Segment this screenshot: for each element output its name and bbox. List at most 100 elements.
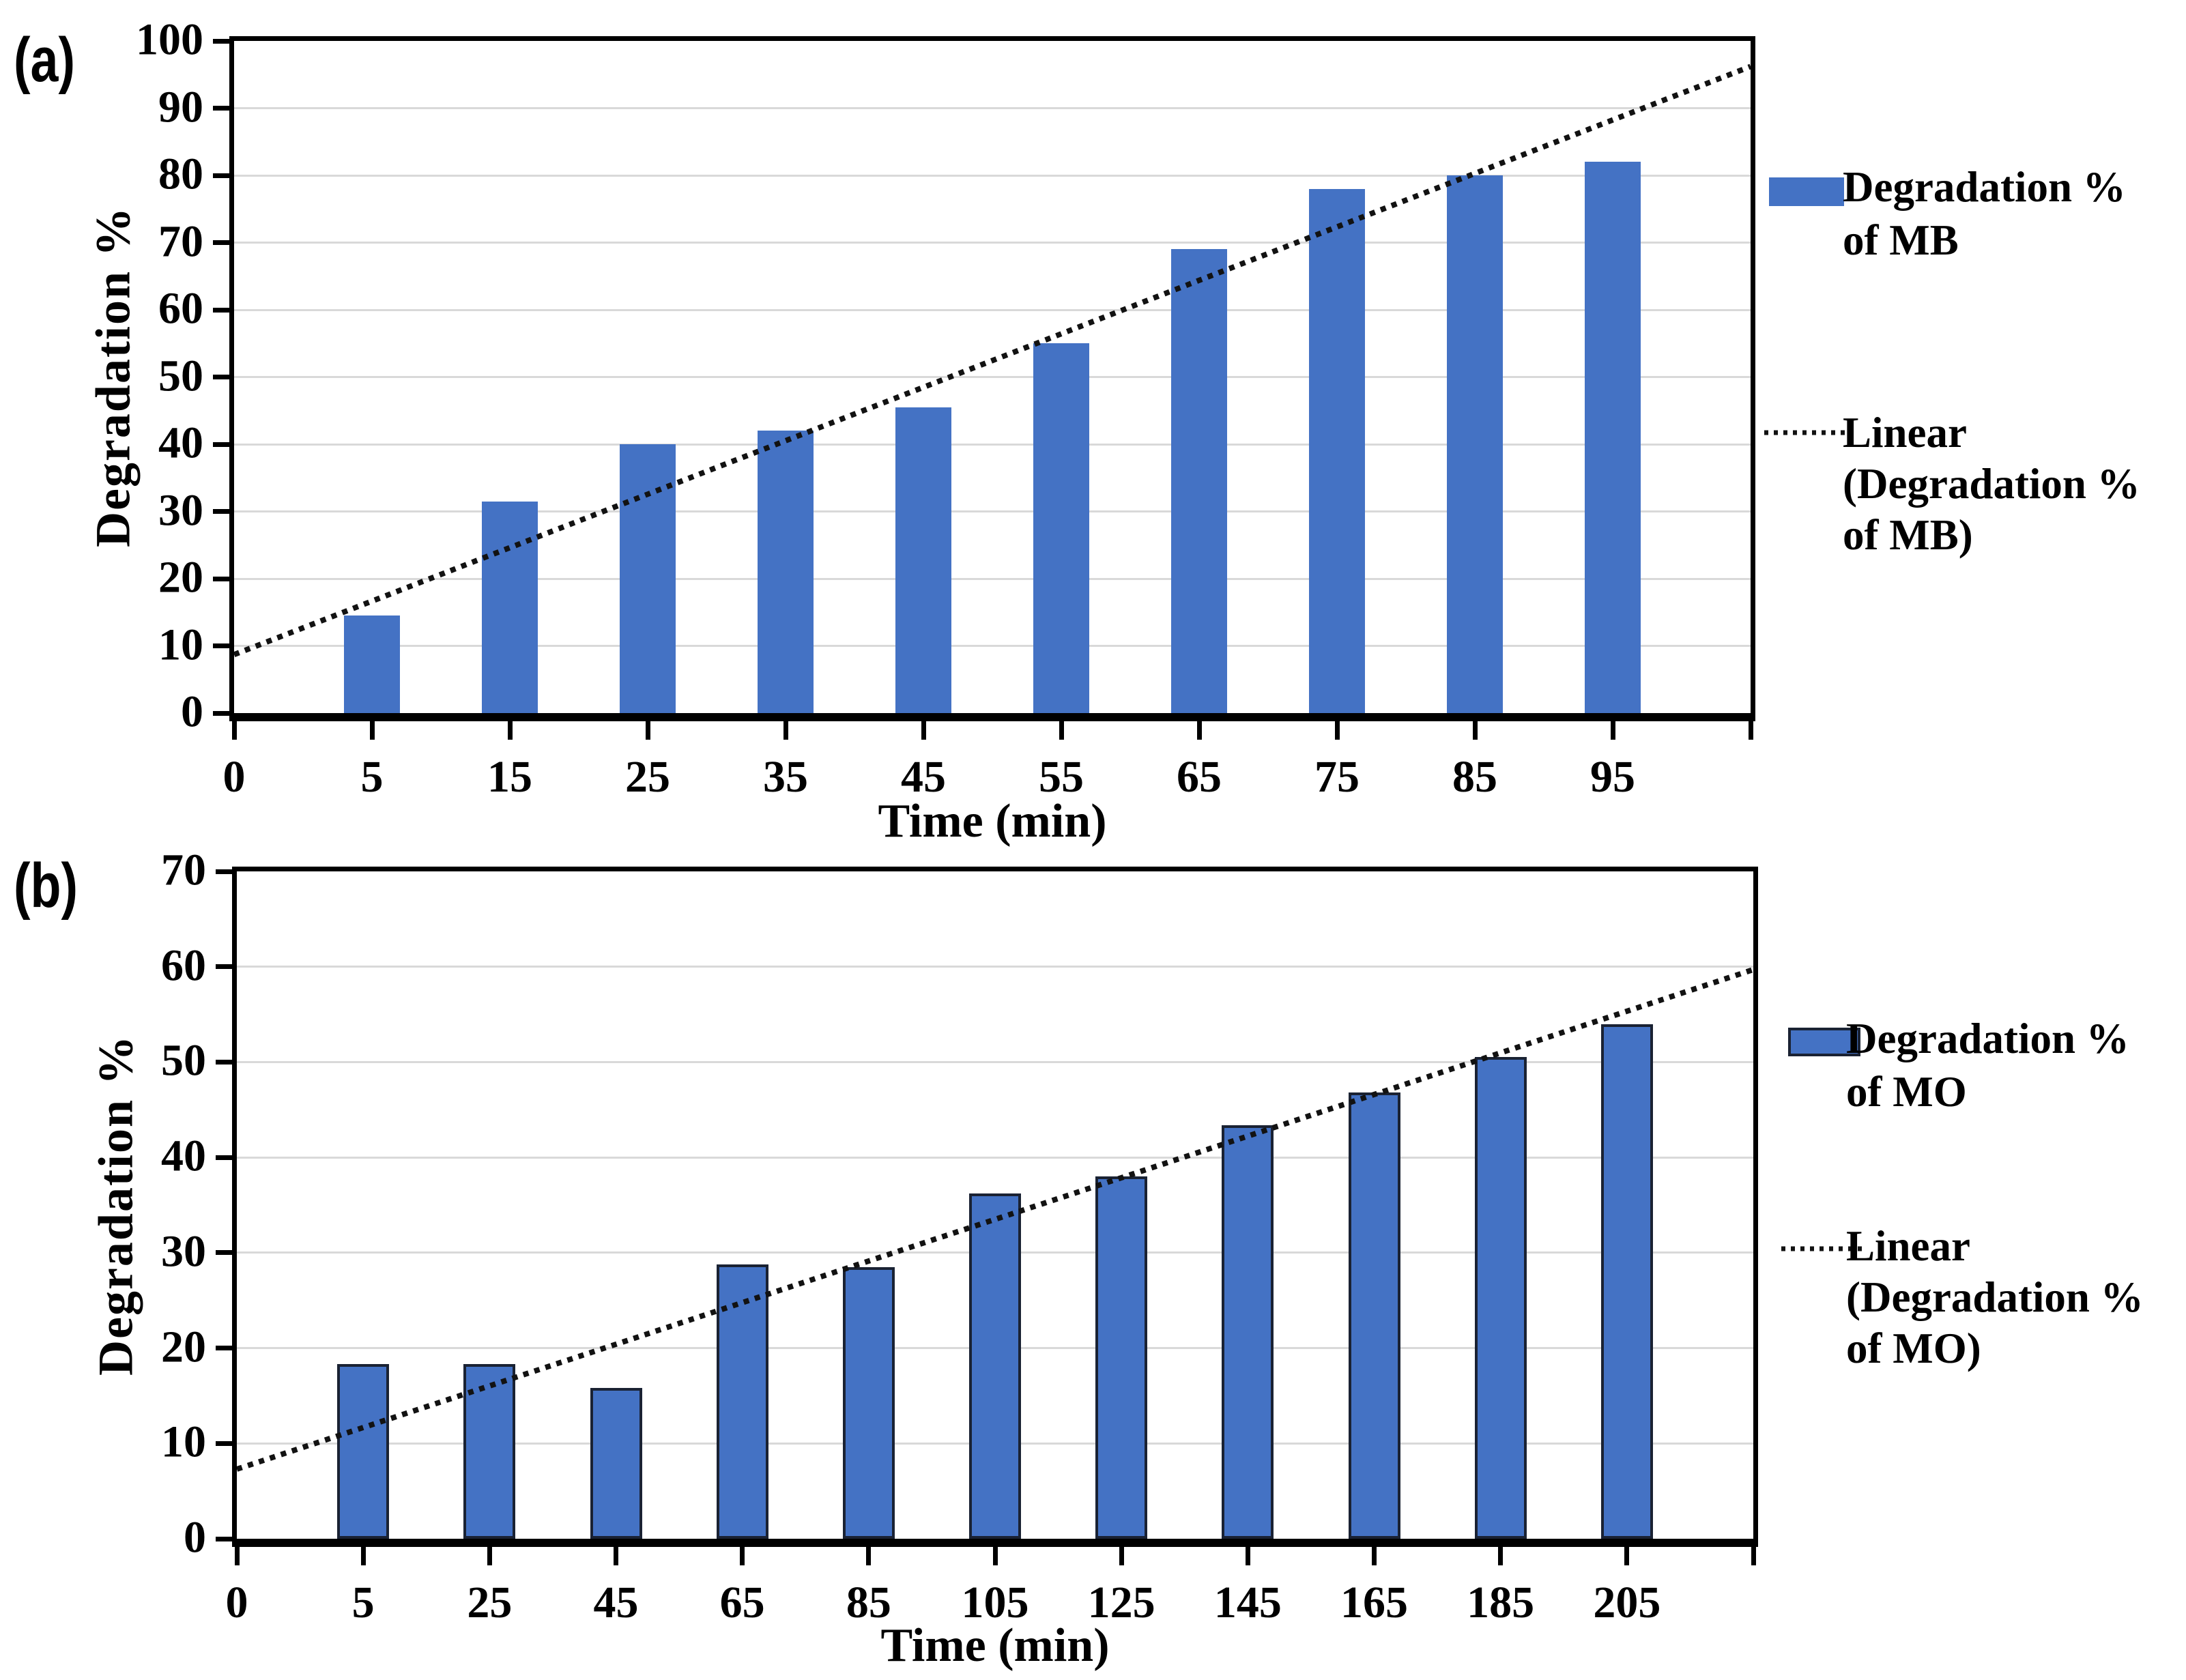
plot-border-right xyxy=(1751,36,1755,721)
y-axis-tick xyxy=(216,1536,232,1541)
trendline-dotted-segment xyxy=(237,967,1753,1472)
y-tick-label: 60 xyxy=(161,940,206,991)
x-axis-line xyxy=(229,713,1755,721)
legend-line: Degradation % xyxy=(1843,163,2126,211)
y-axis-line xyxy=(229,36,234,721)
bar xyxy=(590,1388,642,1539)
legend-line: (Degradation % xyxy=(1846,1273,2144,1321)
bar xyxy=(620,444,676,713)
bar xyxy=(1600,1024,1653,1539)
x-axis-tick xyxy=(1372,1547,1377,1565)
y-tick-label: 10 xyxy=(158,619,203,669)
y-axis-tick xyxy=(213,375,229,379)
x-axis-tick xyxy=(1751,1547,1756,1565)
x-axis-tick xyxy=(1748,721,1753,740)
plot-border-top xyxy=(229,36,1755,41)
x-tick-label: 0 xyxy=(222,752,246,802)
y-axis-tick xyxy=(216,1250,232,1256)
x-axis-tick xyxy=(783,721,788,740)
legend-line: of MO xyxy=(1846,1068,1967,1116)
x-tick-label: 85 xyxy=(846,1578,891,1627)
y-tick-label: 90 xyxy=(158,81,203,132)
x-axis-tick xyxy=(1059,721,1064,740)
bar xyxy=(1222,1125,1274,1539)
gridline xyxy=(237,1060,1753,1063)
panel-a-label: (a) xyxy=(14,25,75,95)
legend-bar-swatch xyxy=(1788,1028,1860,1056)
x-tick-label: 65 xyxy=(1177,752,1222,802)
bar xyxy=(1348,1092,1400,1539)
x-axis-tick xyxy=(1196,721,1202,740)
bar xyxy=(482,501,538,713)
x-tick-label: 5 xyxy=(360,752,384,802)
y-tick-label: 20 xyxy=(158,552,203,603)
gridline xyxy=(234,376,1751,378)
y-axis-tick xyxy=(213,576,229,581)
x-tick-label: 105 xyxy=(961,1578,1029,1627)
gridline xyxy=(234,510,1751,512)
y-tick-label: 30 xyxy=(161,1226,206,1277)
x-tick-label: 65 xyxy=(719,1578,765,1627)
bar xyxy=(1585,162,1641,713)
panel-b-x-axis-title: Time (min) xyxy=(880,1619,1110,1672)
bar xyxy=(842,1266,895,1539)
x-axis-tick xyxy=(507,721,513,740)
y-axis-tick xyxy=(213,307,229,313)
y-tick-label: 10 xyxy=(161,1417,206,1467)
y-axis-tick xyxy=(213,240,229,245)
y-axis-tick xyxy=(216,869,232,874)
y-axis-tick xyxy=(213,38,229,44)
x-axis-tick xyxy=(921,721,926,740)
x-axis-tick xyxy=(1610,721,1615,740)
x-axis-tick xyxy=(487,1547,492,1565)
legend-line: of MB xyxy=(1843,216,1959,264)
legend-line: of MB) xyxy=(1843,511,1973,559)
bar xyxy=(969,1193,1021,1539)
y-tick-label: 80 xyxy=(158,149,203,199)
gridline xyxy=(234,443,1751,446)
x-axis-tick xyxy=(614,1547,618,1565)
x-axis-tick xyxy=(1334,721,1340,740)
y-tick-label: 30 xyxy=(158,484,203,535)
x-tick-label: 75 xyxy=(1314,752,1360,802)
y-axis-tick xyxy=(216,1155,232,1160)
bar xyxy=(1095,1176,1148,1539)
bar xyxy=(337,1364,390,1539)
trendline-dotted-segment xyxy=(234,63,1751,658)
legend-bar-swatch xyxy=(1769,177,1844,206)
x-tick-label: 45 xyxy=(593,1578,639,1627)
y-axis-tick xyxy=(216,964,232,970)
x-axis-line xyxy=(232,1539,1758,1547)
linear-trendline xyxy=(234,63,1751,658)
panel-b-label: (b) xyxy=(14,851,78,921)
y-tick-label: 70 xyxy=(158,216,203,266)
y-axis-tick xyxy=(216,1059,232,1065)
bar xyxy=(758,431,814,713)
bar xyxy=(1033,343,1089,713)
x-axis-tick xyxy=(1245,1547,1250,1565)
y-tick-label: 0 xyxy=(181,686,203,737)
y-tick-label: 40 xyxy=(161,1131,206,1181)
y-axis-tick xyxy=(213,106,229,111)
bar xyxy=(1447,175,1503,713)
panel-a-x-axis-title: Time (min) xyxy=(878,795,1107,848)
legend-line: (Degradation % xyxy=(1843,460,2140,508)
x-axis-tick xyxy=(1498,1547,1504,1565)
legend-line: Linear xyxy=(1846,1222,1970,1270)
x-tick-label: 25 xyxy=(625,752,670,802)
legend-line: Degradation % xyxy=(1846,1015,2129,1062)
x-axis-tick xyxy=(740,1547,745,1565)
x-tick-label: 25 xyxy=(467,1578,513,1627)
x-tick-label: 95 xyxy=(1590,752,1635,802)
x-tick-label: 5 xyxy=(351,1578,375,1627)
x-tick-label: 205 xyxy=(1593,1578,1661,1627)
x-axis-tick xyxy=(231,721,237,740)
plot-border-right xyxy=(1753,867,1758,1547)
x-axis-tick xyxy=(369,721,375,740)
bar xyxy=(895,407,951,713)
gridline xyxy=(234,577,1751,580)
x-tick-label: 185 xyxy=(1467,1578,1535,1627)
x-axis-tick xyxy=(645,721,650,740)
gridline xyxy=(237,966,1753,968)
linear-trendline xyxy=(237,967,1753,1472)
